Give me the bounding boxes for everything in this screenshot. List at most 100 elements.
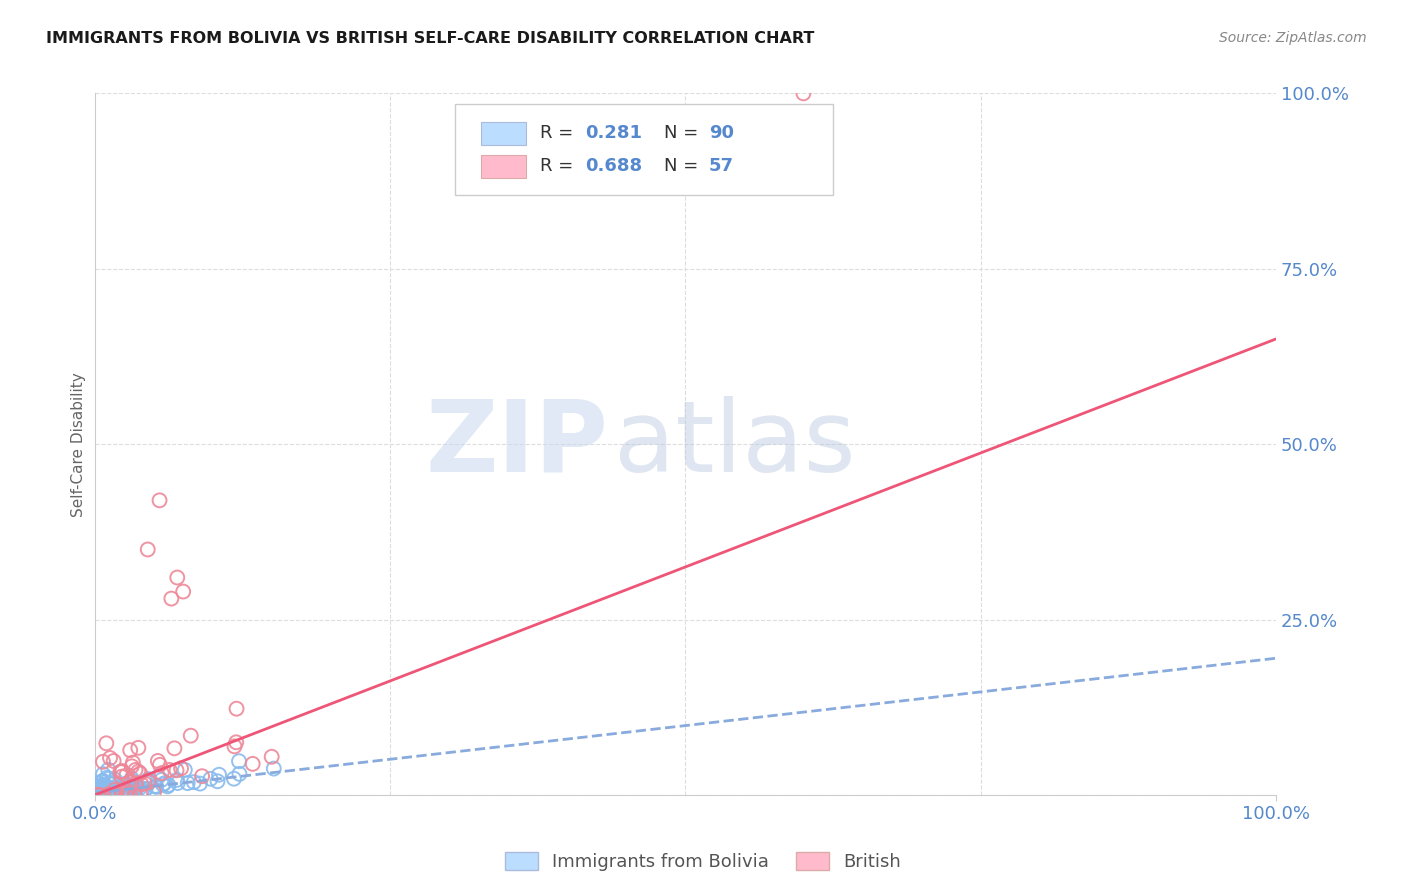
Point bbox=[111, 783, 134, 797]
Point bbox=[100, 782, 122, 797]
Point bbox=[111, 786, 134, 800]
Point bbox=[115, 783, 138, 797]
Point bbox=[89, 782, 111, 797]
Point bbox=[145, 779, 167, 793]
Point bbox=[90, 783, 112, 797]
Point bbox=[263, 762, 285, 776]
Text: N =: N = bbox=[664, 124, 704, 143]
Point bbox=[131, 777, 153, 791]
Point bbox=[121, 784, 143, 798]
Point bbox=[166, 764, 188, 778]
Point bbox=[91, 767, 114, 781]
Point bbox=[110, 764, 132, 779]
Text: atlas: atlas bbox=[614, 396, 856, 492]
Point bbox=[225, 735, 247, 749]
Point bbox=[120, 743, 142, 757]
Point bbox=[134, 782, 156, 797]
Point bbox=[115, 788, 138, 802]
Point bbox=[166, 776, 188, 790]
Point bbox=[91, 755, 114, 769]
Text: R =: R = bbox=[540, 157, 579, 176]
Point bbox=[89, 784, 111, 798]
Point bbox=[143, 785, 166, 799]
Point bbox=[87, 788, 110, 802]
Point bbox=[120, 775, 142, 789]
Point bbox=[98, 780, 121, 795]
Point bbox=[145, 780, 167, 794]
Point bbox=[100, 785, 122, 799]
Point bbox=[111, 764, 134, 778]
Point bbox=[90, 786, 112, 800]
Point bbox=[87, 787, 110, 801]
Point bbox=[121, 780, 143, 794]
Point bbox=[222, 772, 245, 786]
Point bbox=[93, 783, 115, 797]
Point bbox=[87, 786, 110, 800]
Point bbox=[103, 754, 125, 768]
Point bbox=[138, 775, 160, 789]
Point bbox=[228, 767, 250, 781]
Point bbox=[96, 736, 118, 750]
Point bbox=[91, 774, 114, 789]
Point bbox=[98, 782, 121, 797]
Text: 0.688: 0.688 bbox=[585, 157, 643, 176]
Point bbox=[96, 771, 118, 785]
Point bbox=[122, 781, 145, 796]
Point bbox=[103, 777, 125, 791]
Point bbox=[146, 754, 169, 768]
Point bbox=[191, 769, 214, 783]
Text: ZIP: ZIP bbox=[426, 396, 609, 492]
Point bbox=[103, 785, 125, 799]
Point bbox=[110, 784, 132, 798]
Y-axis label: Self-Care Disability: Self-Care Disability bbox=[72, 372, 86, 516]
Point bbox=[207, 774, 229, 789]
Point bbox=[145, 780, 167, 794]
Point bbox=[173, 763, 195, 777]
Point bbox=[163, 741, 186, 756]
Text: 0.281: 0.281 bbox=[585, 124, 643, 143]
Point bbox=[101, 788, 124, 802]
Point bbox=[87, 788, 110, 802]
Point bbox=[160, 591, 183, 606]
Point bbox=[150, 766, 173, 780]
Point bbox=[125, 780, 148, 795]
Point bbox=[122, 774, 145, 789]
Point bbox=[228, 754, 250, 768]
Point bbox=[129, 766, 152, 780]
Point bbox=[127, 740, 149, 755]
Point bbox=[98, 751, 121, 765]
Point bbox=[122, 756, 145, 770]
Legend: Immigrants from Bolivia, British: Immigrants from Bolivia, British bbox=[498, 846, 908, 879]
Point bbox=[124, 763, 146, 777]
Point bbox=[134, 782, 156, 797]
Point bbox=[117, 782, 139, 797]
Point bbox=[84, 787, 107, 801]
Point bbox=[115, 783, 138, 797]
Point bbox=[180, 729, 202, 743]
Point bbox=[136, 542, 159, 557]
Point bbox=[90, 779, 112, 793]
Point bbox=[138, 772, 160, 787]
Point bbox=[87, 788, 110, 802]
Point bbox=[107, 781, 129, 796]
Point bbox=[91, 773, 114, 788]
Bar bbox=[481, 122, 526, 145]
Point bbox=[153, 776, 176, 790]
Point bbox=[87, 782, 110, 797]
Point bbox=[93, 778, 115, 792]
Point bbox=[124, 788, 146, 802]
Point bbox=[90, 781, 112, 796]
Point bbox=[110, 770, 132, 784]
Point bbox=[105, 788, 128, 802]
Point bbox=[124, 783, 146, 797]
Point bbox=[115, 768, 138, 782]
Point bbox=[114, 778, 136, 792]
Text: 90: 90 bbox=[709, 124, 734, 143]
Point bbox=[104, 772, 127, 787]
Point bbox=[114, 777, 136, 791]
Point bbox=[131, 783, 153, 797]
Point bbox=[108, 780, 131, 794]
Point bbox=[117, 786, 139, 800]
Point bbox=[120, 788, 142, 802]
Point bbox=[260, 749, 283, 764]
